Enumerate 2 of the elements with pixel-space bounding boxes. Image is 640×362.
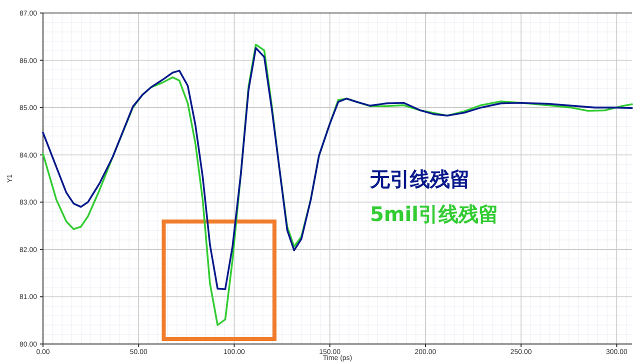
text: 5mil引线残留 xyxy=(370,202,498,226)
text: 无引线残留 xyxy=(369,167,470,191)
